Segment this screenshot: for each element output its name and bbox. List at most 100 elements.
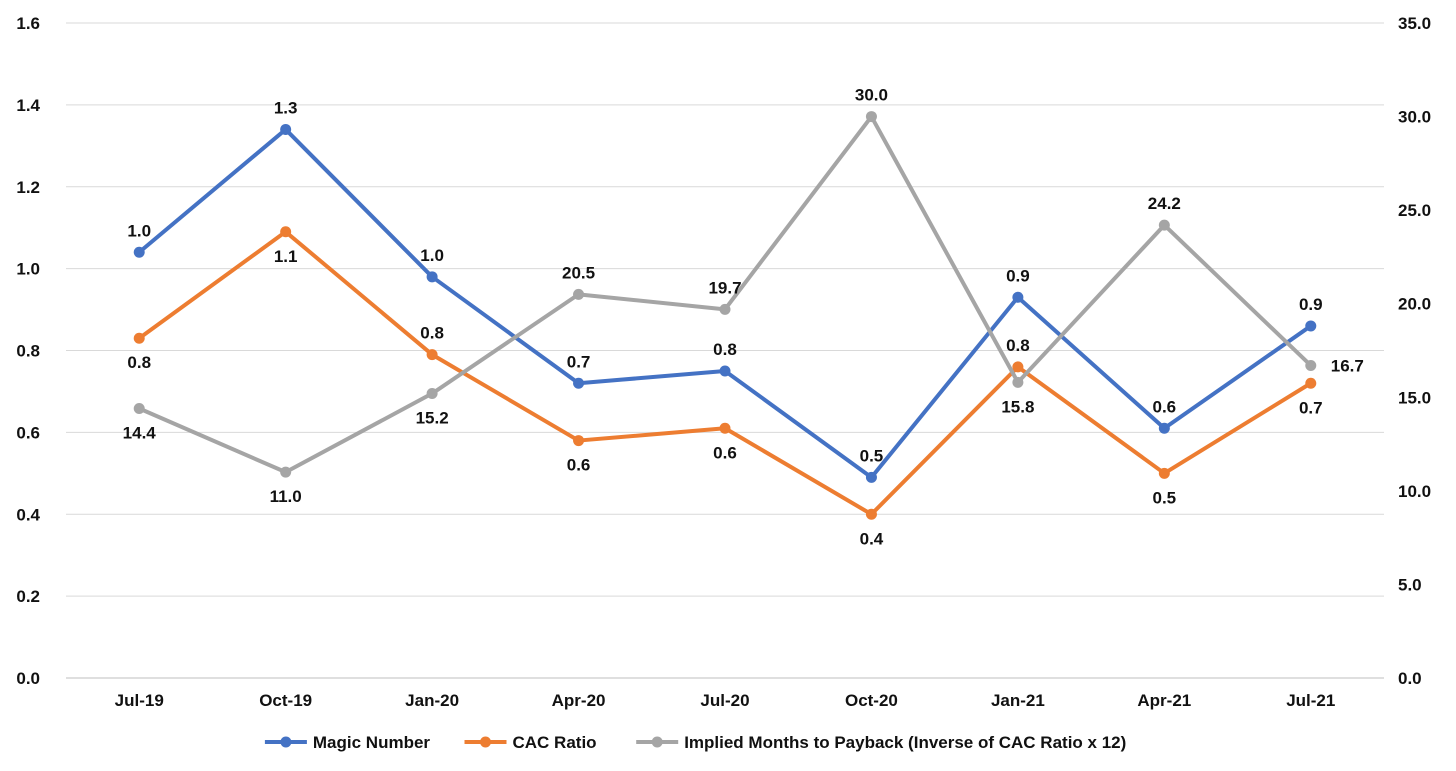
left-y-axis: 0.0 0.2 0.4 0.6 0.8 1.0 1.2 1.4 1.6 — [16, 14, 40, 688]
data-label: 0.4 — [860, 529, 884, 548]
data-point — [1158, 219, 1170, 231]
data-labels: 1.0 1.3 1.0 0.7 0.8 0.5 0.9 0.6 0.9 0.8 1.1 0.8 0.6 0… — [123, 86, 1364, 549]
data-label: 1.0 — [127, 221, 151, 240]
series-magic-number — [133, 123, 1317, 483]
right-y-tick-label: 35.0 — [1398, 14, 1431, 33]
left-y-tick-label: 0.8 — [16, 342, 40, 361]
legend-item-implied-months-to-payback-inverse-of-cac-ratio-x-12: Implied Months to Payback (Inverse of CA… — [636, 733, 1126, 752]
data-label: 0.6 — [567, 456, 591, 475]
legend-item-cac-ratio: CAC Ratio — [464, 733, 597, 752]
left-y-tick-label: 1.2 — [16, 178, 40, 197]
data-point — [426, 271, 438, 283]
data-point — [133, 332, 145, 344]
gridlines — [66, 22, 1384, 679]
legend-swatch-marker — [480, 736, 491, 748]
data-label: 1.3 — [274, 98, 298, 117]
data-label: 11.0 — [270, 487, 302, 506]
data-point — [573, 288, 585, 300]
left-y-tick-label: 1.0 — [16, 260, 40, 279]
data-label: 0.7 — [567, 352, 591, 371]
right-y-axis: 0.0 5.0 10.0 15.0 20.0 25.0 30.0 35.0 — [1398, 14, 1431, 688]
data-point — [280, 466, 292, 478]
data-label: 0.8 — [713, 340, 737, 359]
right-y-tick-label: 5.0 — [1398, 575, 1422, 594]
data-label: 0.8 — [1006, 336, 1030, 355]
data-point — [280, 226, 292, 238]
data-label: 0.9 — [1299, 295, 1323, 314]
data-point — [1012, 361, 1024, 373]
data-point — [865, 111, 877, 123]
right-y-tick-label: 25.0 — [1398, 201, 1431, 220]
series-cac-ratio — [133, 226, 1317, 520]
data-label: 0.9 — [1006, 266, 1030, 285]
data-point — [133, 246, 145, 258]
legend-swatch-marker — [651, 736, 663, 748]
x-axis: Jul-19 Oct-19 Jan-20 Apr-20 Jul-20 Oct-20 Jan-… — [66, 677, 1384, 710]
right-y-tick-label: 10.0 — [1398, 482, 1431, 501]
series-implied-months-to-payback-inverse-of-cac-ratio-x-12 — [133, 111, 1317, 478]
data-label: 0.6 — [713, 443, 737, 462]
data-label: 15.2 — [416, 409, 449, 428]
data-label: 14.4 — [123, 424, 157, 443]
legend-label: Magic Number — [313, 733, 431, 752]
data-point — [426, 388, 438, 400]
data-point — [426, 349, 438, 361]
left-y-tick-label: 0.0 — [16, 669, 40, 688]
data-point — [1305, 359, 1317, 371]
legend-swatch-marker — [280, 736, 292, 748]
data-label: 15.8 — [1001, 397, 1034, 416]
data-label: 30.0 — [855, 86, 888, 105]
x-tick-label: Oct-19 — [259, 691, 312, 710]
legend: Magic Number CAC Ratio Implied Months to P… — [264, 733, 1126, 752]
data-point — [1305, 377, 1317, 389]
data-label: 20.5 — [562, 263, 595, 282]
x-tick-label: Apr-21 — [1137, 691, 1191, 710]
data-label: 0.7 — [1299, 398, 1323, 417]
data-point — [573, 435, 585, 447]
series — [133, 111, 1317, 520]
left-y-tick-label: 0.6 — [16, 423, 40, 442]
x-tick-label: Oct-20 — [845, 691, 898, 710]
x-tick-label: Jan-21 — [991, 691, 1045, 710]
data-label: 0.5 — [860, 446, 884, 465]
data-label: 0.5 — [1153, 488, 1177, 507]
data-point — [719, 303, 731, 315]
data-point — [1158, 467, 1170, 479]
x-tick-label: Jan-20 — [405, 691, 459, 710]
data-point — [1012, 376, 1024, 388]
left-y-tick-label: 1.4 — [16, 96, 40, 115]
x-tick-label: Jul-19 — [115, 691, 164, 710]
data-label: 0.6 — [1153, 397, 1177, 416]
x-tick-label: Jul-21 — [1286, 691, 1335, 710]
data-point — [1012, 291, 1024, 303]
data-point — [133, 403, 145, 415]
x-tick-label: Apr-20 — [552, 691, 606, 710]
x-tick-label: Jul-20 — [700, 691, 749, 710]
legend-label: CAC Ratio — [513, 733, 597, 752]
left-y-tick-label: 1.6 — [16, 14, 40, 33]
right-y-tick-label: 30.0 — [1398, 108, 1431, 127]
data-point — [1158, 422, 1170, 434]
legend-label: Implied Months to Payback (Inverse of CA… — [684, 733, 1126, 752]
left-y-tick-label: 0.2 — [16, 587, 40, 606]
right-y-tick-label: 0.0 — [1398, 669, 1422, 688]
data-label: 0.8 — [127, 353, 151, 372]
data-label: 16.7 — [1331, 356, 1364, 375]
data-point — [280, 123, 292, 135]
left-y-tick-label: 0.4 — [16, 505, 40, 524]
data-label: 24.2 — [1148, 194, 1181, 213]
data-point — [719, 365, 731, 377]
data-point — [573, 377, 585, 389]
legend-item-magic-number: Magic Number — [264, 733, 431, 752]
data-point — [865, 508, 877, 520]
data-label: 1.1 — [274, 247, 298, 266]
right-y-tick-label: 15.0 — [1398, 388, 1431, 407]
data-label: 0.8 — [420, 324, 444, 343]
data-point — [865, 471, 877, 483]
data-point — [719, 422, 731, 434]
data-label: 19.7 — [708, 278, 741, 297]
right-y-tick-label: 20.0 — [1398, 295, 1431, 314]
data-point — [1305, 320, 1317, 332]
